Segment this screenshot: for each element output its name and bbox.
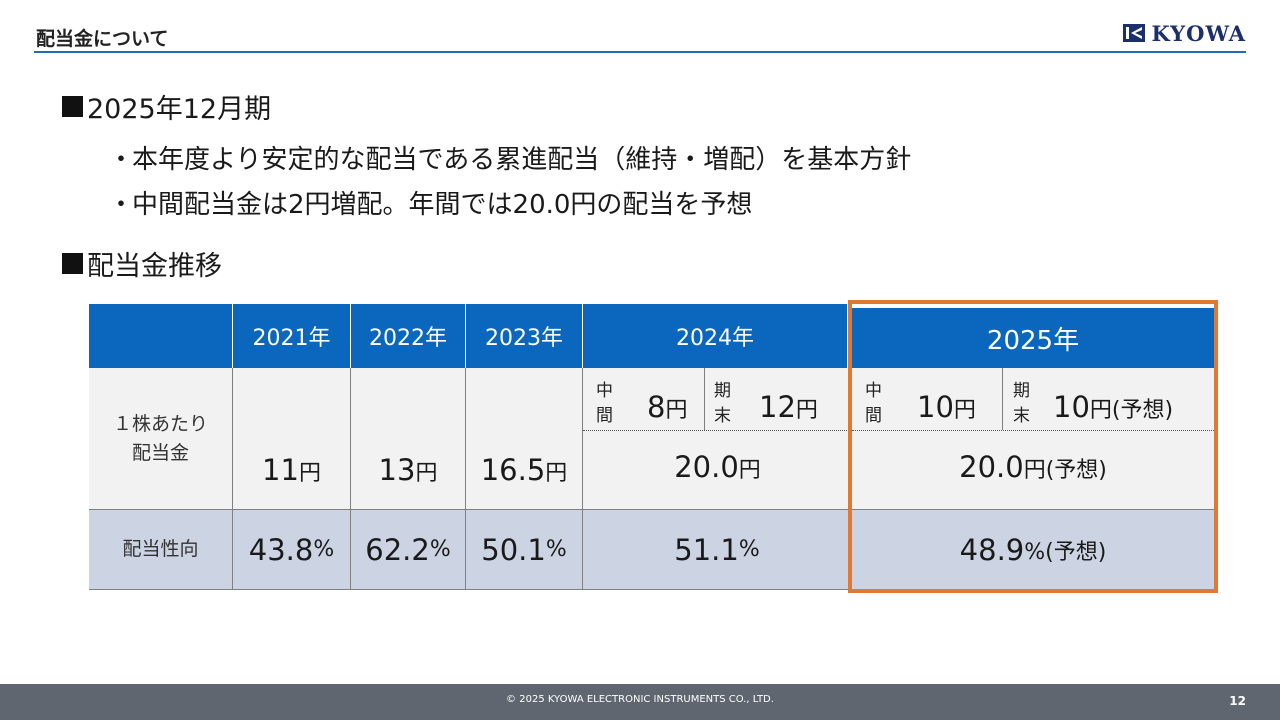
section-title: 配当金推移 (87, 251, 222, 282)
interim-num: 10 (917, 390, 954, 424)
square-bullet-icon (62, 96, 83, 117)
highlight-frame-2025 (848, 300, 1218, 593)
square-bullet-icon (62, 253, 83, 274)
dividend-unit: 円 (415, 461, 438, 486)
interim-value: 10円 (917, 390, 976, 424)
page-number: 12 (1229, 694, 1246, 708)
logo-text: KYOWA (1151, 20, 1246, 46)
dividend-cell: 13 円 (351, 368, 466, 510)
payout-unit: % (738, 537, 760, 562)
bullet-mark: ・ (108, 190, 135, 220)
interim-value: 8円 (647, 390, 687, 424)
payout-unit: % (545, 537, 567, 562)
interim-num: 8 (647, 390, 666, 424)
copyright-text: © 2025 KYOWA ELECTRONIC INSTRUMENTS CO.,… (506, 694, 774, 705)
dividend-unit: 円 (298, 461, 321, 486)
section-heading-dividend-trend: 配当金推移 (62, 244, 222, 283)
dividend-unit: 円 (545, 461, 568, 486)
dividend-cell: 11 円 (233, 368, 351, 510)
interim-unit: 円 (953, 398, 976, 423)
payout-cell: 62.2% (351, 510, 466, 590)
annual-value: 20.0円 (583, 450, 852, 484)
dividend-cell: 16.5 円 (466, 368, 583, 510)
final-num: 12 (759, 390, 796, 424)
company-logo: KYOWA (1123, 20, 1246, 46)
dividend-2025-cell (852, 368, 1214, 510)
final-unit: 円(予想) (1089, 398, 1174, 423)
dividend-value: 13 (378, 453, 416, 487)
payout-cell: 51.1% (583, 510, 852, 590)
row-label-dividend: １株あたり 配当金 (89, 368, 233, 510)
kyowa-logo-icon (1123, 24, 1146, 42)
final-unit: 円 (795, 398, 818, 423)
dividend-2024-cell (583, 368, 852, 510)
final-value: 12円 (759, 390, 818, 424)
payout-value: 48.9 (959, 532, 1025, 567)
page-title: 配当金について (36, 28, 169, 50)
year-header-highlighted: 2025年 (852, 308, 1214, 368)
bullet-item: ・本年度より安定的な配当である累進配当（維持・増配）を基本方針 (108, 139, 911, 176)
section-title: 2025年12月期 (87, 94, 272, 125)
dotted-divider (852, 430, 1214, 431)
annual-unit: 円(予想) (1023, 458, 1107, 483)
section-heading-fiscal: 2025年12月期 (62, 87, 271, 126)
final-value: 10円(予想) (1053, 390, 1173, 424)
year-header: 2021年 (233, 304, 351, 368)
payout-cell: 43.8% (233, 510, 351, 590)
payout-value: 62.2 (365, 532, 430, 567)
split-divider (1002, 368, 1003, 430)
interim-unit: 円 (665, 398, 688, 423)
payout-value: 43.8 (248, 532, 314, 567)
payout-cell: 48.9 %(予想) (852, 510, 1214, 590)
bullet-mark: ・ (108, 145, 135, 175)
dividend-value: 11 (262, 453, 299, 487)
year-header: 2024年 (583, 304, 848, 368)
header-divider (34, 51, 1246, 53)
payout-value: 51.1 (674, 532, 739, 567)
annual-value: 20.0円(予想) (852, 450, 1214, 484)
payout-unit: % (313, 537, 335, 562)
year-header: 2022年 (351, 304, 466, 368)
year-header: 2023年 (466, 304, 583, 368)
interim-label: 中間 (596, 381, 613, 426)
bullet-text: 本年度より安定的な配当である累進配当（維持・増配）を基本方針 (132, 145, 912, 175)
bullet-text: 中間配当金は2円増配。年間では20.0円の配当を予想 (132, 190, 753, 220)
final-num: 10 (1053, 390, 1090, 424)
payout-unit: %(予想) (1024, 539, 1107, 565)
bullet-item: ・中間配当金は2円増配。年間では20.0円の配当を予想 (108, 184, 752, 221)
annual-unit: 円 (738, 458, 761, 483)
final-label: 期末 (714, 381, 731, 426)
annual-num: 20.0 (959, 450, 1024, 484)
interim-label: 中間 (865, 381, 882, 426)
annual-num: 20.0 (674, 450, 739, 484)
payout-unit: % (429, 537, 451, 562)
table-corner (89, 304, 233, 368)
final-label: 期末 (1013, 381, 1030, 426)
row-label-payout: 配当性向 (89, 510, 233, 590)
payout-value: 50.1 (481, 532, 546, 567)
dotted-divider (583, 430, 851, 431)
dividend-value: 16.5 (480, 453, 546, 487)
payout-cell: 50.1% (466, 510, 583, 590)
split-divider (704, 368, 705, 430)
footer-bar: © 2025 KYOWA ELECTRONIC INSTRUMENTS CO.,… (0, 684, 1280, 720)
